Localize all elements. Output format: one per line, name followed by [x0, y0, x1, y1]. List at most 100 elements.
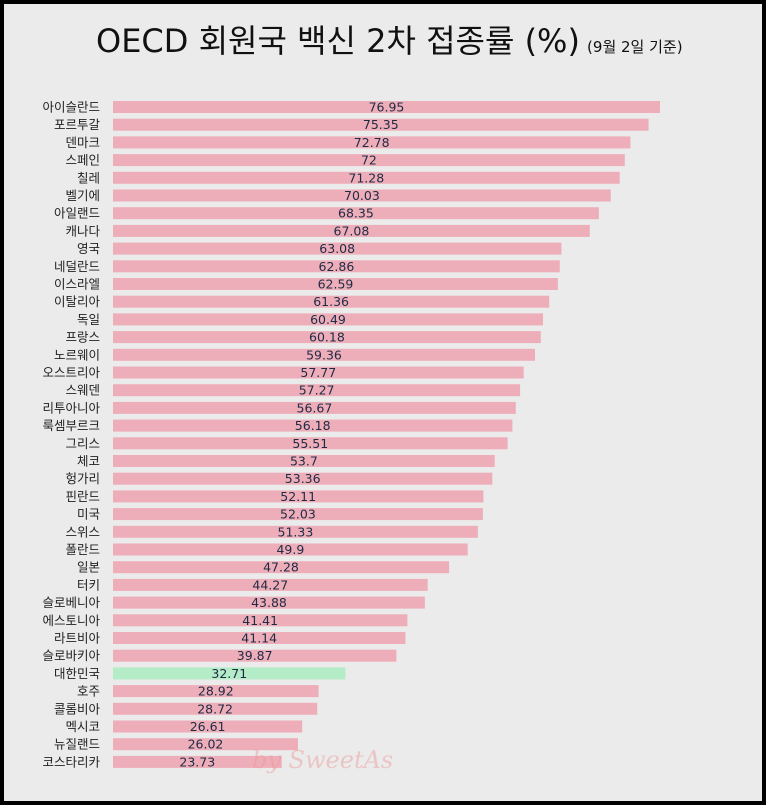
bar — [113, 278, 558, 290]
bar — [113, 189, 611, 202]
value-label: 61.36 — [313, 294, 349, 309]
bar — [113, 702, 318, 715]
category-label: 멕시코 — [65, 719, 100, 734]
value-label: 60.18 — [309, 330, 345, 345]
category-label: 리투아니아 — [42, 400, 100, 415]
category-label: 그리스 — [65, 436, 100, 451]
value-label: 62.86 — [319, 259, 355, 274]
value-label: 43.88 — [251, 595, 287, 610]
category-label: 뉴질랜드 — [54, 737, 100, 752]
category-label: 에스토니아 — [42, 613, 100, 628]
bar-chart: 아이슬란드 76.95 포르투갈 75.35 덴마크 72.78 스페인 72 칠레 71.28 벨… — [42, 100, 660, 769]
category-label: 대한민국 — [54, 666, 100, 681]
category-label: 아일랜드 — [54, 206, 100, 221]
bar — [113, 720, 303, 733]
bar — [113, 118, 649, 131]
category-label: 덴마크 — [65, 135, 100, 150]
category-label: 프랑스 — [65, 330, 100, 345]
bar — [113, 331, 541, 344]
bar — [113, 136, 631, 149]
category-label: 네덜란드 — [54, 259, 100, 274]
bar — [113, 437, 508, 450]
category-label: 캐나다 — [65, 223, 100, 238]
value-label: 23.73 — [179, 754, 215, 769]
value-label: 71.28 — [348, 170, 384, 185]
category-label: 코스타리카 — [42, 754, 100, 769]
value-label: 52.03 — [280, 507, 316, 522]
category-label: 스페인 — [65, 153, 100, 168]
bar — [113, 171, 620, 184]
bar — [113, 614, 408, 627]
bar — [113, 578, 428, 591]
category-label: 슬로바키아 — [42, 648, 100, 663]
bar — [113, 419, 513, 432]
value-label: 53.36 — [285, 471, 321, 486]
value-label: 41.14 — [241, 631, 277, 646]
value-label: 68.35 — [338, 206, 374, 221]
value-label: 63.08 — [319, 241, 355, 256]
value-label: 52.11 — [280, 489, 316, 504]
value-label: 49.9 — [276, 542, 304, 557]
category-label: 슬로베니아 — [42, 595, 100, 610]
category-label: 폴란드 — [65, 542, 100, 557]
value-label: 26.02 — [188, 737, 224, 752]
bar — [113, 295, 550, 308]
category-label: 영국 — [77, 241, 100, 256]
category-label: 미국 — [77, 507, 100, 522]
bar — [113, 313, 543, 326]
value-label: 76.95 — [369, 100, 405, 115]
category-label: 호주 — [77, 684, 100, 699]
value-label: 47.28 — [263, 560, 299, 575]
category-label: 오스트리아 — [42, 365, 100, 380]
bar — [113, 685, 319, 698]
category-label: 포르투갈 — [54, 117, 101, 132]
value-label: 53.7 — [290, 454, 318, 469]
bar — [113, 632, 406, 644]
value-label: 72.78 — [354, 135, 390, 150]
bar — [113, 490, 484, 503]
category-label: 이스라엘 — [54, 277, 100, 292]
category-label: 아이슬란드 — [42, 100, 100, 115]
value-label: 70.03 — [344, 188, 380, 203]
bar — [113, 348, 535, 361]
category-label: 벨기에 — [65, 188, 100, 203]
category-label: 룩셈부르크 — [42, 418, 100, 433]
bar — [113, 472, 493, 485]
watermark: by SweetAs — [252, 746, 394, 774]
value-label: 57.77 — [300, 365, 336, 380]
value-label: 72 — [361, 153, 377, 168]
bar — [113, 384, 521, 397]
category-label: 일본 — [77, 560, 100, 575]
bar — [113, 154, 625, 167]
category-label: 독일 — [77, 312, 100, 327]
category-label: 스위스 — [65, 524, 100, 539]
value-label: 59.36 — [306, 347, 342, 362]
bar — [113, 596, 425, 609]
value-label: 57.27 — [299, 383, 335, 398]
value-label: 60.49 — [310, 312, 346, 327]
value-label: 67.08 — [334, 223, 370, 238]
category-label: 라트비아 — [54, 631, 101, 646]
category-label: 체코 — [77, 454, 100, 469]
value-label: 28.92 — [198, 684, 234, 699]
value-label: 39.87 — [237, 648, 273, 663]
value-label: 55.51 — [292, 436, 328, 451]
chart-title: OECD 회원국 백신 2차 접종률 (%) — [96, 22, 580, 60]
category-label: 이탈리아 — [54, 294, 101, 309]
bar — [113, 242, 562, 255]
bar — [113, 508, 483, 521]
value-label: 62.59 — [318, 277, 354, 292]
bar-highlight — [113, 667, 346, 680]
bar — [113, 101, 660, 113]
bar — [113, 543, 468, 556]
category-label: 스웨덴 — [65, 383, 100, 398]
bar — [113, 525, 478, 538]
category-label: 콜롬비아 — [54, 701, 101, 716]
category-label: 터키 — [77, 577, 100, 592]
bar — [113, 260, 560, 273]
category-label: 핀란드 — [65, 489, 100, 504]
category-label: 칠레 — [77, 170, 100, 185]
value-label: 75.35 — [363, 117, 399, 132]
value-label: 44.27 — [252, 577, 288, 592]
bar — [113, 649, 397, 662]
